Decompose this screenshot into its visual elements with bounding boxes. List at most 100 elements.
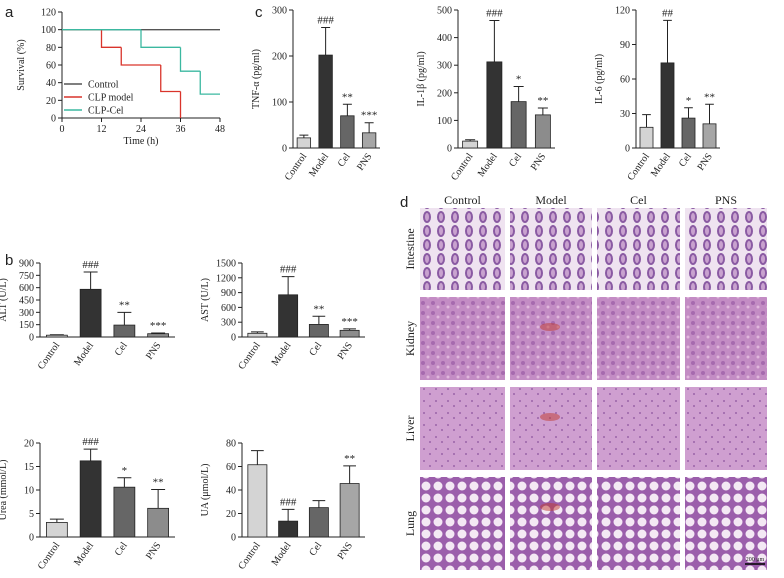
bar bbox=[534, 114, 551, 149]
y-axis-label: IL-6 (pg/ml) bbox=[594, 54, 605, 104]
bar bbox=[681, 117, 696, 149]
error-bar bbox=[513, 85, 524, 102]
hemorrhage bbox=[540, 323, 560, 331]
error-bar bbox=[684, 107, 693, 119]
error-bar bbox=[151, 489, 166, 509]
significance-label: *** bbox=[341, 316, 358, 328]
histology-image bbox=[510, 387, 592, 470]
y-tick-label: 40 bbox=[226, 486, 236, 497]
bar bbox=[296, 137, 312, 149]
x-tick-label: PNS bbox=[695, 151, 715, 172]
bar bbox=[318, 54, 333, 149]
significance-label: ** bbox=[342, 91, 353, 103]
column-label: Model bbox=[535, 193, 567, 207]
y-tick-label: 60 bbox=[226, 462, 236, 473]
y-tick-label: 0 bbox=[282, 144, 287, 155]
bar bbox=[278, 294, 299, 338]
x-tick-label: Cel bbox=[113, 540, 130, 558]
survival-step bbox=[140, 29, 181, 48]
y-tick-label: 20 bbox=[226, 509, 236, 520]
y-axis-label: Survival (%) bbox=[16, 39, 27, 90]
x-tick-label: Model bbox=[270, 540, 294, 568]
x-tick-label: 36 bbox=[176, 124, 186, 135]
y-tick-label: 300 bbox=[437, 61, 452, 72]
x-tick-label: Cel bbox=[677, 151, 694, 169]
significance-label: ## bbox=[662, 7, 674, 19]
error-bar bbox=[642, 114, 651, 128]
x-tick-label: PNS bbox=[529, 151, 549, 172]
y-tick-label: 300 bbox=[19, 308, 34, 319]
error-bar bbox=[151, 332, 166, 334]
bar bbox=[510, 101, 527, 149]
error-bar bbox=[281, 276, 295, 295]
x-tick-label: Cel bbox=[507, 151, 524, 169]
x-tick-label: PNS bbox=[336, 540, 356, 561]
significance-label: ### bbox=[280, 264, 297, 276]
y-tick-label: 750 bbox=[19, 271, 34, 282]
y-tick-label: 150 bbox=[19, 320, 34, 331]
histology-image bbox=[685, 477, 767, 570]
x-tick-label: 12 bbox=[97, 124, 107, 135]
significance-label: *** bbox=[361, 110, 378, 122]
y-tick-label: 0 bbox=[231, 533, 236, 544]
y-tick-label: 120 bbox=[615, 6, 630, 17]
row-label: Intestine bbox=[403, 228, 417, 269]
error-bar bbox=[537, 107, 548, 115]
y-axis-label: ALT (U/L) bbox=[0, 278, 9, 322]
hemorrhage bbox=[540, 503, 560, 511]
y-tick-label: 80 bbox=[226, 439, 236, 450]
y-tick-label: 10 bbox=[24, 486, 34, 497]
bar bbox=[639, 126, 654, 149]
y-tick-label: 200 bbox=[272, 52, 287, 63]
error-bar bbox=[489, 19, 500, 62]
y-tick-label: 0 bbox=[51, 114, 56, 125]
y-axis-label: UA (μmol/L) bbox=[200, 464, 211, 517]
x-tick-label: 48 bbox=[215, 124, 225, 135]
x-tick-label: PNS bbox=[144, 340, 164, 361]
histology-image bbox=[597, 297, 680, 380]
y-tick-label: 100 bbox=[437, 116, 452, 127]
x-tick-label: Model bbox=[307, 151, 331, 179]
y-tick-label: 90 bbox=[620, 40, 630, 51]
x-tick-label: 24 bbox=[136, 124, 146, 135]
significance-label: ### bbox=[317, 14, 334, 26]
error-bar bbox=[465, 139, 476, 142]
x-tick-label: PNS bbox=[355, 151, 375, 172]
bar bbox=[339, 329, 360, 338]
error-bar bbox=[49, 518, 64, 523]
y-axis-label: Urea (mmol/L) bbox=[0, 460, 9, 521]
y-tick-label: 0 bbox=[231, 333, 236, 344]
y-tick-label: 1200 bbox=[216, 273, 236, 284]
error-bar bbox=[251, 331, 264, 334]
x-tick-label: Control bbox=[36, 540, 63, 572]
bar bbox=[147, 333, 169, 338]
histology-image bbox=[597, 477, 680, 570]
significance-label: ### bbox=[486, 7, 503, 19]
histology-grid: Control Model Cel PNS Intestine Kidney Liver Lu… bbox=[403, 193, 767, 570]
error-bar bbox=[343, 328, 356, 331]
y-tick-label: 40 bbox=[46, 78, 56, 89]
error-bar bbox=[312, 315, 326, 325]
x-tick-label: PNS bbox=[144, 540, 164, 561]
bar bbox=[247, 464, 268, 538]
x-tick-label: Cel bbox=[307, 340, 324, 358]
error-bar bbox=[312, 500, 326, 508]
histology-image bbox=[685, 297, 767, 380]
x-tick-label: Control bbox=[236, 340, 263, 372]
y-tick-label: 0 bbox=[29, 533, 34, 544]
significance-label: * bbox=[686, 95, 692, 107]
y-tick-label: 600 bbox=[221, 303, 236, 314]
panel-label: d bbox=[400, 194, 408, 211]
y-tick-label: 15 bbox=[24, 462, 34, 473]
column-label: PNS bbox=[715, 193, 737, 207]
y-tick-label: 0 bbox=[29, 333, 34, 344]
column-label: Control bbox=[444, 193, 481, 207]
survival-step bbox=[199, 71, 220, 95]
y-tick-label: 300 bbox=[221, 318, 236, 329]
y-tick-label: 20 bbox=[24, 439, 34, 450]
y-tick-label: 100 bbox=[41, 25, 56, 36]
y-tick-label: 600 bbox=[19, 283, 34, 294]
y-tick-label: 400 bbox=[437, 33, 452, 44]
histology-image bbox=[420, 297, 505, 380]
